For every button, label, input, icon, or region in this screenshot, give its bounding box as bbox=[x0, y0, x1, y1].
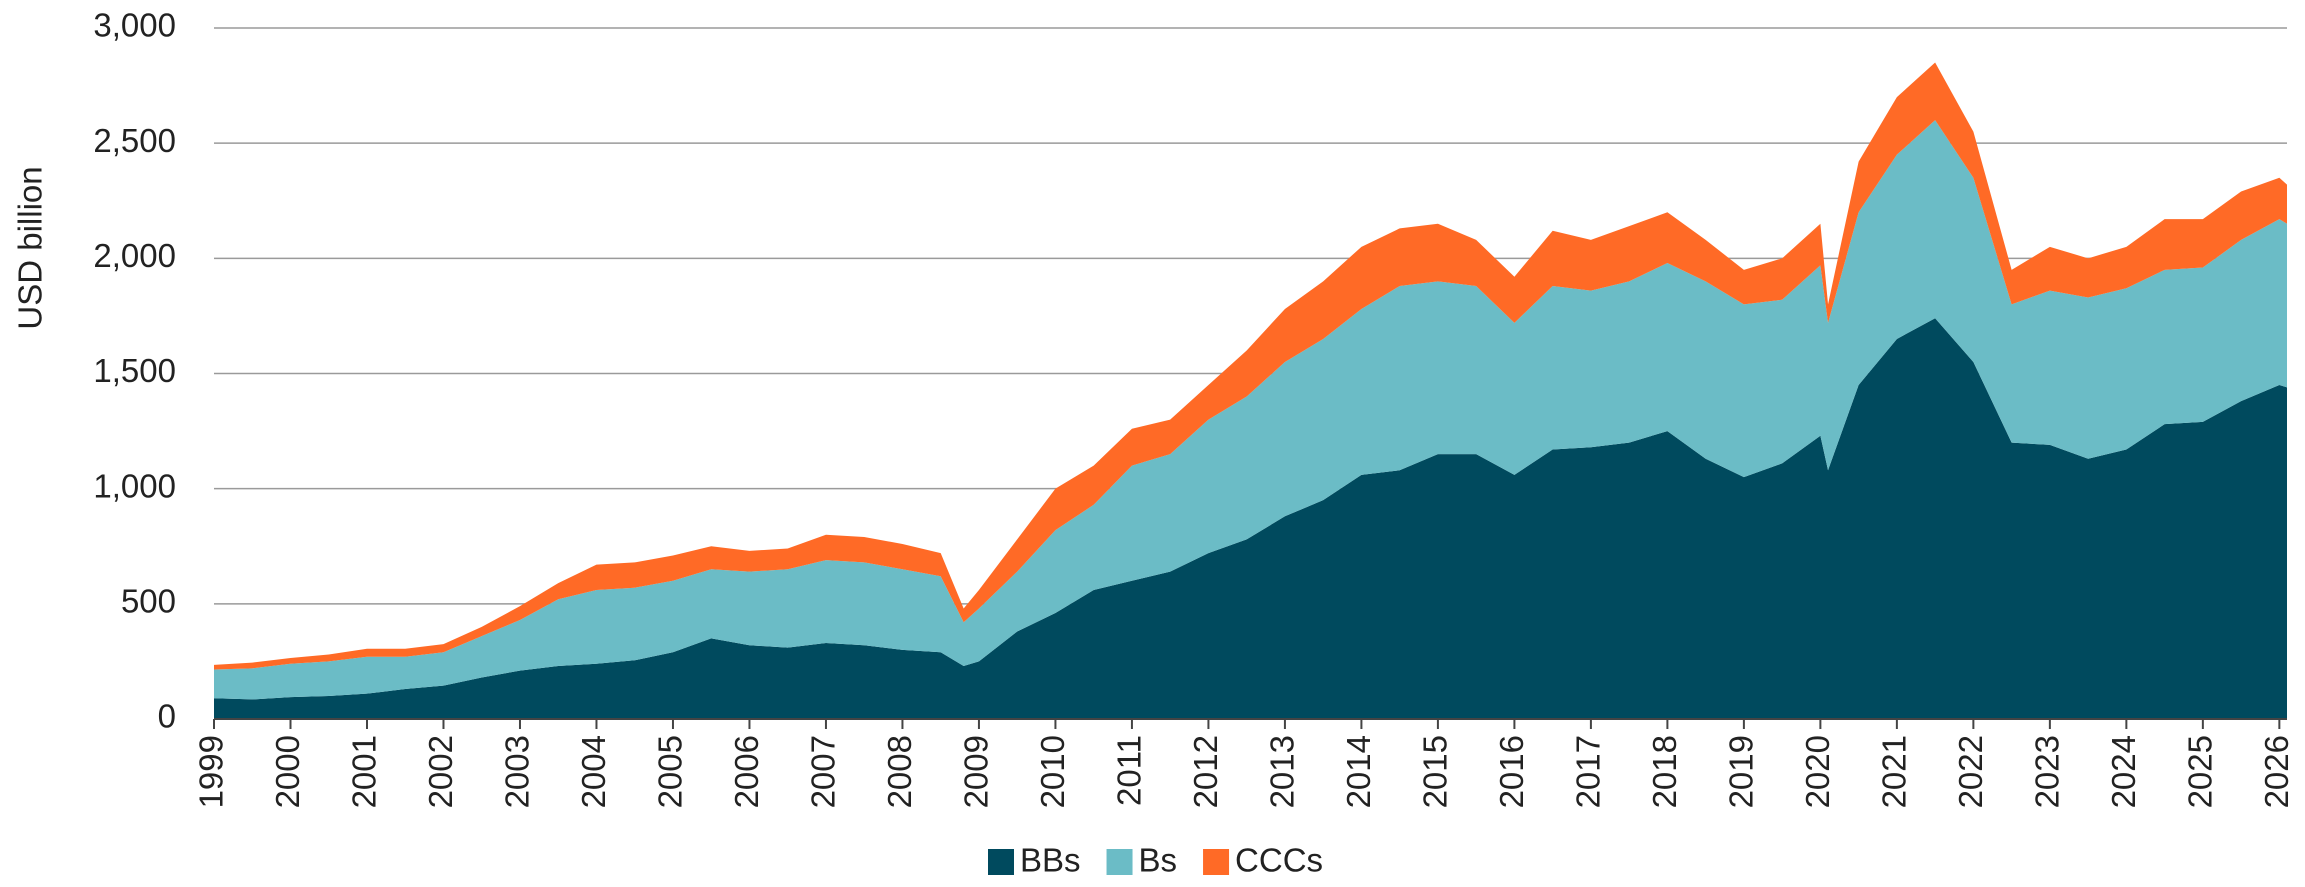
x-tick-label: 2021 bbox=[1876, 735, 1913, 808]
y-tick-label: 500 bbox=[121, 583, 176, 620]
x-tick-label: 2005 bbox=[652, 735, 689, 808]
x-tick-label: 1999 bbox=[193, 735, 230, 808]
y-tick-label: 0 bbox=[158, 698, 176, 735]
y-tick-label: 3,000 bbox=[93, 7, 176, 44]
x-tick-label: 2022 bbox=[1952, 735, 1989, 808]
x-tick-label: 2026 bbox=[2258, 735, 2295, 808]
y-axis-label: USD billion bbox=[12, 166, 49, 329]
x-tick-label: 2020 bbox=[1799, 735, 1836, 808]
x-tick-label: 2001 bbox=[346, 735, 383, 808]
legend-swatch bbox=[988, 849, 1014, 875]
x-tick-label: 2003 bbox=[499, 735, 536, 808]
x-tick-label: 2004 bbox=[575, 735, 612, 808]
x-tick-label: 2019 bbox=[1723, 735, 1760, 808]
x-tick-label: 2006 bbox=[728, 735, 765, 808]
x-tick-label: 2018 bbox=[1646, 735, 1683, 808]
x-tick-label: 2016 bbox=[1493, 735, 1530, 808]
x-tick-label: 2014 bbox=[1340, 735, 1377, 808]
y-tick-label: 2,500 bbox=[93, 122, 176, 159]
x-tick-label: 2012 bbox=[1187, 735, 1224, 808]
x-tick-label: 2025 bbox=[2182, 735, 2219, 808]
x-tick-label: 2013 bbox=[1264, 735, 1301, 808]
legend-label: CCCs bbox=[1235, 842, 1323, 879]
legend-swatch bbox=[1106, 849, 1133, 875]
x-tick-label: 2015 bbox=[1417, 735, 1454, 808]
x-tick-label: 2023 bbox=[2029, 735, 2066, 808]
x-tick-label: 2017 bbox=[1570, 735, 1607, 808]
legend-label: Bs bbox=[1139, 842, 1178, 879]
legend-swatch bbox=[1203, 849, 1230, 875]
x-tick-label: 2002 bbox=[422, 735, 459, 808]
x-tick-label: 2010 bbox=[1034, 735, 1071, 808]
area bbox=[214, 318, 2287, 719]
x-tick-label: 2008 bbox=[881, 735, 918, 808]
x-tick-label: 2024 bbox=[2105, 735, 2142, 808]
x-tick-label: 2009 bbox=[958, 735, 995, 808]
y-tick-label: 2,000 bbox=[93, 237, 176, 274]
x-tick-label: 2000 bbox=[269, 735, 306, 808]
x-tick-label: 2007 bbox=[805, 735, 842, 808]
legend-label: BBs bbox=[1020, 842, 1081, 879]
y-tick-label: 1,500 bbox=[93, 352, 176, 389]
area bbox=[214, 120, 2287, 700]
x-tick-label: 2011 bbox=[1111, 735, 1148, 806]
area bbox=[214, 62, 2287, 670]
y-tick-label: 1,000 bbox=[93, 467, 176, 504]
